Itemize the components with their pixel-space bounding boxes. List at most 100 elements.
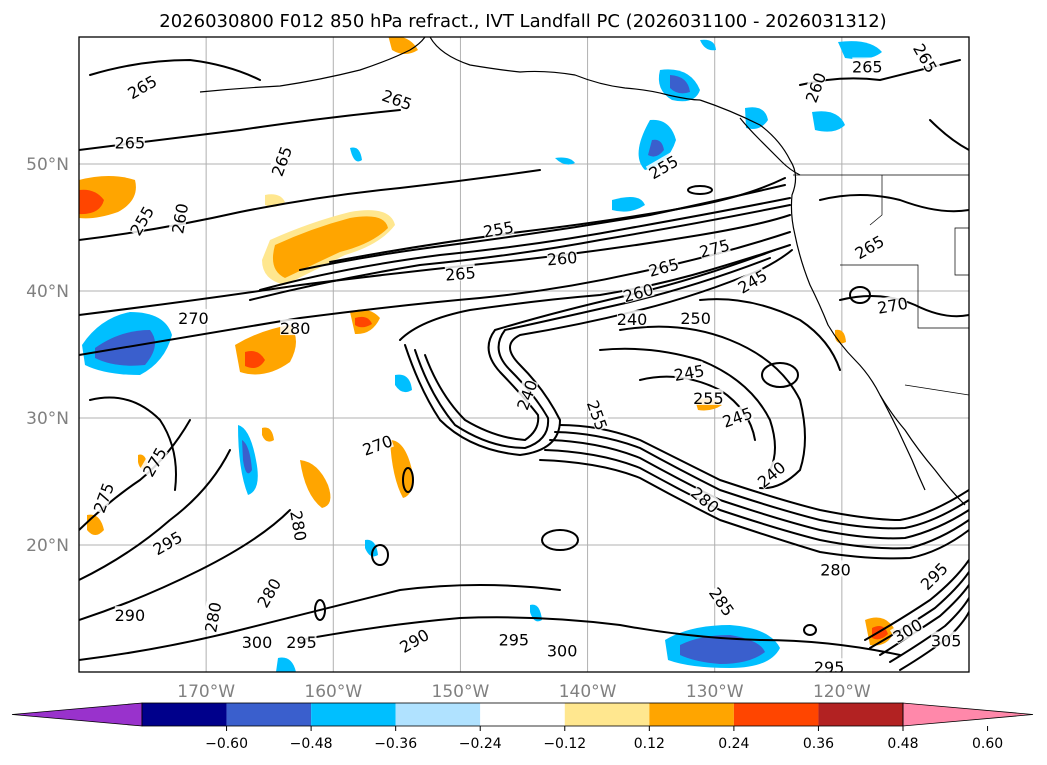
contour-label-text: 295	[286, 633, 317, 652]
contour-label: 260	[168, 202, 192, 235]
colorbar-swatch	[311, 703, 396, 726]
colorbar-extend-low	[11, 702, 143, 727]
contour-label: 300	[547, 641, 578, 661]
negative-anomaly-patch	[838, 41, 882, 60]
positive-anomaly-patch	[262, 427, 274, 442]
negative-anomaly-patch	[612, 196, 645, 212]
contour-label: 265	[444, 263, 476, 285]
contour-lines	[79, 59, 969, 671]
contour-label: 260	[546, 248, 578, 270]
borders	[793, 174, 969, 396]
longitude-tick-label: 120°W	[813, 682, 871, 702]
colorbar-swatch	[564, 703, 650, 726]
longitude-tick-label: 160°W	[304, 682, 362, 702]
contour-label-text: 270	[178, 309, 209, 328]
negative-anomaly-patch	[680, 635, 765, 664]
colorbar-tick-label: 0.24	[718, 736, 749, 752]
colorbar-swatch	[649, 703, 734, 726]
contour-label-text: 300	[547, 642, 578, 661]
contour-label: 280	[201, 601, 225, 634]
shaded-anomaly-layer	[79, 37, 895, 672]
contour-label-text: 280	[280, 319, 311, 338]
positive-anomaly-patch	[245, 351, 265, 368]
contour-label-text: 280	[820, 560, 851, 579]
contour-label-text: 255	[693, 389, 724, 408]
positive-anomaly-patch	[355, 316, 372, 328]
latitude-tick-label: 50°N	[26, 155, 69, 175]
contour-label: 305	[931, 631, 962, 651]
contour-label-text: 265	[444, 263, 476, 285]
negative-anomaly-patch	[648, 139, 664, 157]
positive-anomaly-patch	[272, 216, 388, 278]
contour-label: 265	[852, 57, 883, 76]
colorbar-swatch	[395, 703, 481, 726]
longitude-tick-label: 150°W	[432, 682, 490, 702]
contour-label: 270	[178, 308, 209, 328]
contour-label-text: 300	[242, 633, 273, 652]
negative-anomaly-patch	[700, 39, 716, 51]
contour-label: 295	[499, 630, 530, 649]
contour-label: 295	[814, 658, 845, 677]
contour-label: 300	[242, 632, 273, 652]
colorbar-swatch	[142, 703, 227, 726]
positive-anomaly-patch	[300, 460, 331, 508]
colorbar-tick-label: 0.12	[634, 736, 665, 752]
colorbar-tick-label: −0.36	[374, 736, 417, 752]
latitude-tick-label: 40°N	[26, 282, 69, 302]
colorbar-tick-label: 0.36	[803, 736, 834, 752]
colorbar-tick-label: −0.24	[459, 736, 502, 752]
negative-anomaly-patch	[365, 539, 378, 557]
contour-label-text: 265	[852, 57, 883, 76]
latitude-tick-label: 30°N	[26, 409, 69, 429]
contour-label: 250	[680, 308, 711, 328]
colorbar-tick-label: −0.12	[543, 736, 586, 752]
coastlines	[199, 37, 966, 506]
contour-label: 270	[360, 431, 395, 459]
contour-label: 280	[820, 560, 851, 579]
contour-label-text: 250	[680, 309, 711, 328]
map-title: 2026030800 F012 850 hPa refract., IVT La…	[159, 11, 886, 32]
latitude-tick-labels: 50°N 40°N 30°N 20°N	[26, 155, 69, 556]
contour-label-text: 295	[814, 658, 845, 677]
contour-label-text: 240	[617, 310, 648, 329]
longitude-tick-label: 130°W	[686, 682, 744, 702]
positive-anomaly-patch	[390, 440, 413, 498]
colorbar-swatch	[480, 703, 565, 726]
contour-label: 255	[693, 388, 724, 408]
negative-anomaly-patch	[555, 157, 575, 165]
negative-anomaly-patch	[350, 147, 362, 162]
colorbar-tick-label: −0.48	[290, 736, 333, 752]
negative-anomaly-patch	[395, 374, 412, 393]
colorbar-swatch	[818, 703, 903, 726]
contour-label: 290	[115, 606, 146, 625]
colorbar-extend-high	[902, 702, 1034, 727]
latitude-tick-label: 20°N	[26, 536, 69, 556]
map-frame	[78, 36, 970, 673]
contour-label: 295	[286, 632, 317, 652]
contour-label: 275	[90, 480, 118, 515]
colorbar-tick-label: −0.60	[205, 736, 248, 752]
contour-label: 240	[617, 310, 648, 329]
longitude-tick-label: 170°W	[177, 682, 235, 702]
colorbar-tick-label: 0.60	[972, 736, 1003, 752]
negative-anomaly-patch	[276, 657, 296, 672]
colorbar-swatch	[733, 703, 819, 726]
contour-label: 280	[280, 319, 311, 338]
negative-anomaly-patch	[745, 107, 768, 129]
negative-anomaly-patch	[670, 75, 690, 94]
positive-anomaly-patch	[79, 189, 104, 215]
contour-label-text: 260	[546, 248, 578, 270]
colorbar-outline	[141, 702, 904, 727]
contour-label: 265	[115, 133, 146, 153]
contour-label-text: 305	[931, 632, 962, 651]
contour-label-text: 295	[499, 630, 530, 649]
colorbar: −0.60 −0.48 −0.36 −0.24 −0.12 0.12 0.24 0.36 0.4…	[11, 702, 1034, 752]
contour-label-text: 265	[115, 134, 146, 153]
contour-label-text: 290	[115, 606, 146, 625]
colorbar-tick-label: 0.48	[887, 736, 918, 752]
colorbar-swatch	[226, 703, 312, 726]
negative-anomaly-patch	[242, 440, 252, 474]
longitude-tick-labels: 170°W 160°W 150°W 140°W 130°W 120°W	[177, 682, 871, 702]
